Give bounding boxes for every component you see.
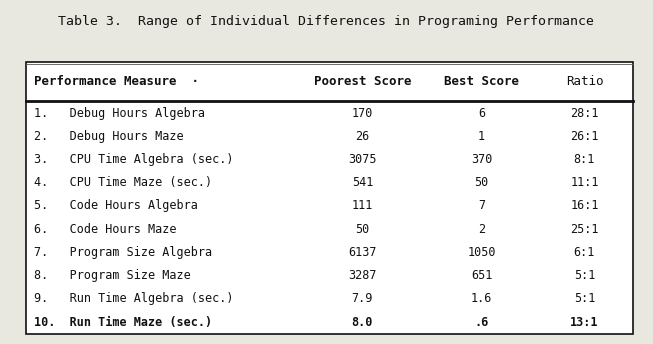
Text: 11:1: 11:1 [570,176,599,189]
Text: 111: 111 [352,200,373,213]
Text: Performance Measure  ·: Performance Measure · [34,75,199,88]
Text: 2.   Debug Hours Maze: 2. Debug Hours Maze [34,130,183,143]
Text: 370: 370 [471,153,492,166]
Text: 8:1: 8:1 [574,153,595,166]
Text: 1.6: 1.6 [471,292,492,305]
Text: .6: .6 [475,315,488,329]
Text: 8.   Program Size Maze: 8. Program Size Maze [34,269,191,282]
Text: 6: 6 [478,107,485,120]
Text: 6:1: 6:1 [574,246,595,259]
Text: 10.  Run Time Maze (sec.): 10. Run Time Maze (sec.) [34,315,212,329]
Text: 7.9: 7.9 [352,292,373,305]
Text: 170: 170 [352,107,373,120]
Text: 5:1: 5:1 [574,269,595,282]
Text: 7: 7 [478,200,485,213]
Text: 1.   Debug Hours Algebra: 1. Debug Hours Algebra [34,107,205,120]
Text: 28:1: 28:1 [570,107,599,120]
Text: 1050: 1050 [468,246,496,259]
Text: 4.   CPU Time Maze (sec.): 4. CPU Time Maze (sec.) [34,176,212,189]
Text: 541: 541 [352,176,373,189]
Text: 5.   Code Hours Algebra: 5. Code Hours Algebra [34,200,198,213]
Text: 26: 26 [355,130,370,143]
Text: 50: 50 [355,223,370,236]
Text: 1: 1 [478,130,485,143]
Text: 3287: 3287 [348,269,377,282]
Text: 6.   Code Hours Maze: 6. Code Hours Maze [34,223,176,236]
Text: Poorest Score: Poorest Score [313,75,411,88]
Text: 16:1: 16:1 [570,200,599,213]
Text: 5:1: 5:1 [574,292,595,305]
Text: Table 3.  Range of Individual Differences in Programing Performance: Table 3. Range of Individual Differences… [59,15,594,29]
Text: 50: 50 [475,176,488,189]
Text: 7.   Program Size Algebra: 7. Program Size Algebra [34,246,212,259]
Text: Ratio: Ratio [565,75,603,88]
Text: 3.   CPU Time Algebra (sec.): 3. CPU Time Algebra (sec.) [34,153,234,166]
Text: 6137: 6137 [348,246,377,259]
Text: 3075: 3075 [348,153,377,166]
Text: 13:1: 13:1 [570,315,599,329]
Text: Best Score: Best Score [444,75,519,88]
Text: 9.   Run Time Algebra (sec.): 9. Run Time Algebra (sec.) [34,292,234,305]
Text: 8.0: 8.0 [352,315,373,329]
Text: 25:1: 25:1 [570,223,599,236]
Text: 26:1: 26:1 [570,130,599,143]
Text: 2: 2 [478,223,485,236]
Text: 651: 651 [471,269,492,282]
